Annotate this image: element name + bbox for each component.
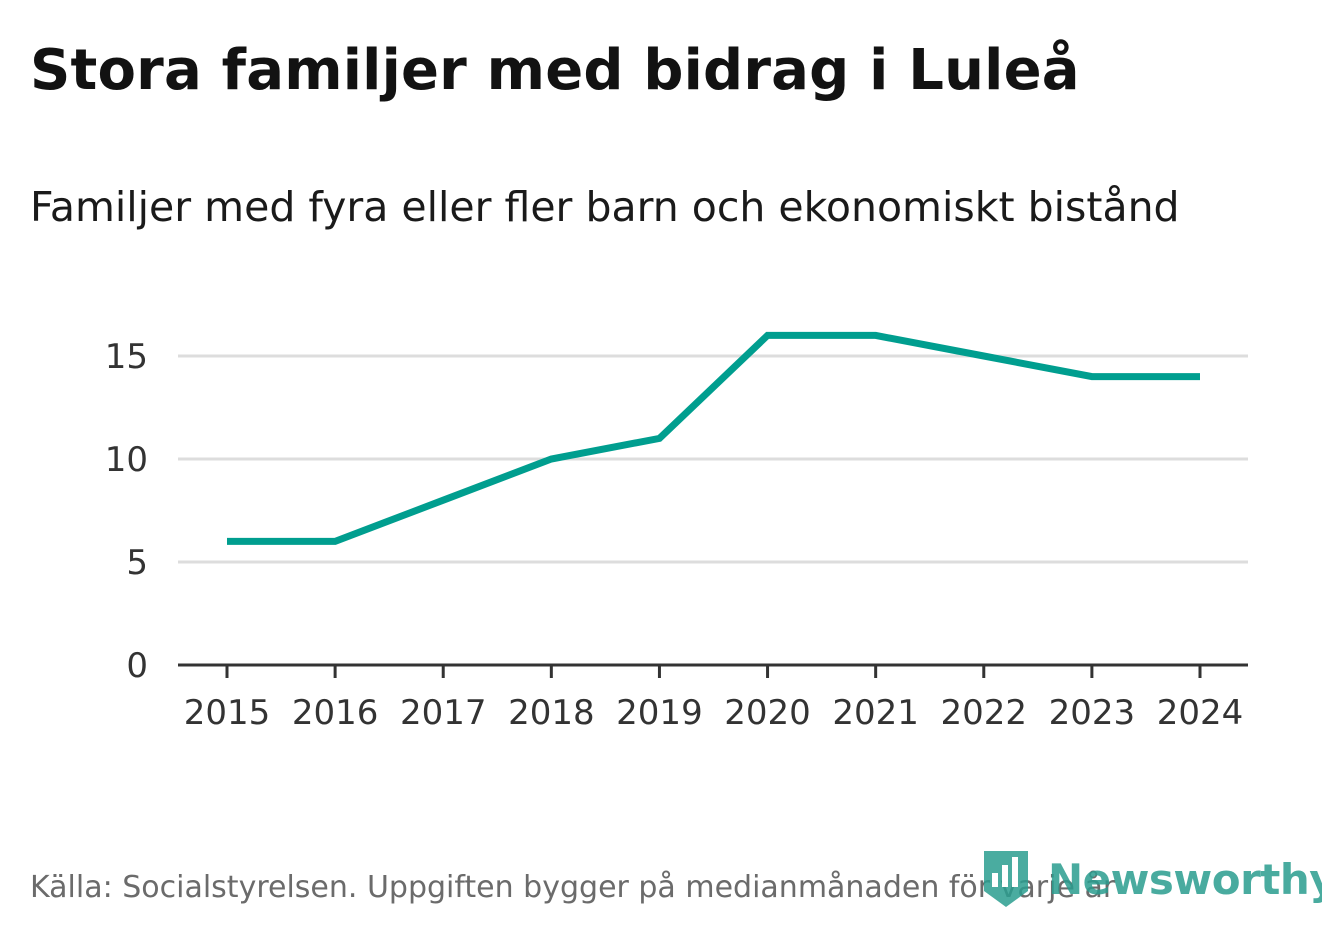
chart-title: Stora familjer med bidrag i Luleå [30,38,1080,103]
y-tick-label-0: 0 [126,646,148,686]
newsworthy-logo-icon [984,851,1028,907]
series-layer [226,331,1201,545]
brand-logo: Newsworthy [982,849,1322,909]
x-tick-label-2016: 2016 [292,693,379,733]
x-axis [178,663,1248,678]
source-note: Källa: Socialstyrelsen. Uppgiften bygger… [30,870,1116,905]
tick-labels: 0 5 10 15 2015 2016 2017 2018 2019 2020 2021 2022 20… [105,337,1244,733]
x-tick-label-2019: 2019 [616,693,703,733]
grid-layer [178,354,1248,564]
x-tick-label-2015: 2015 [184,693,271,733]
chart-subtitle: Familjer med fyra eller fler barn och ek… [30,183,1180,231]
x-tick-label-2021: 2021 [832,693,919,733]
x-tick-label-2024: 2024 [1157,693,1244,733]
x-tick-label-2023: 2023 [1049,693,1136,733]
series-line-0 [227,331,1200,545]
y-tick-label-15: 15 [105,337,148,377]
y-tick-label-5: 5 [126,543,148,583]
x-tick-label-2022: 2022 [941,693,1028,733]
brand-name: Newsworthy [1048,854,1322,904]
y-tick-label-10: 10 [105,440,148,480]
x-tick-label-2020: 2020 [724,693,811,733]
x-tick-label-2017: 2017 [400,693,487,733]
x-tick-label-2018: 2018 [508,693,595,733]
